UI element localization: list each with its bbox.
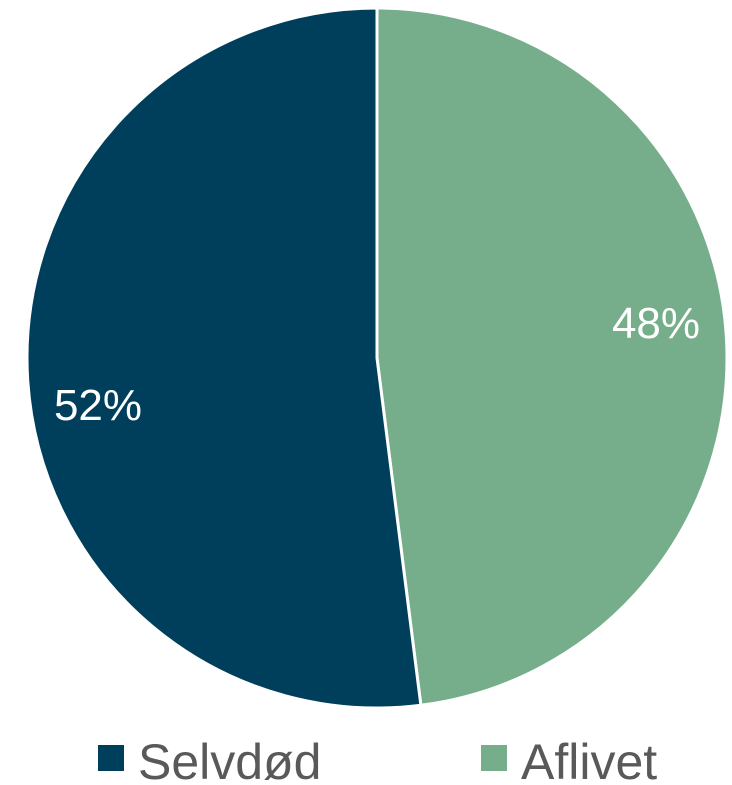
legend: Selvdød Aflivet xyxy=(98,734,657,785)
legend-item-aflivet: Aflivet xyxy=(481,734,657,785)
pie-slice-labels: 48% 52% xyxy=(54,299,700,430)
slice-label-selvdod: 52% xyxy=(54,381,142,430)
legend-swatch-aflivet xyxy=(481,745,507,771)
pie-slice-aflivet xyxy=(375,6,729,707)
legend-label-aflivet: Aflivet xyxy=(521,734,657,785)
legend-item-selvdod: Selvdød xyxy=(98,734,321,785)
pie-slices xyxy=(25,6,729,710)
legend-label-selvdod: Selvdød xyxy=(138,734,321,785)
legend-swatch-selvdod xyxy=(98,745,124,771)
slice-label-aflivet: 48% xyxy=(612,299,700,348)
pie-slice-selvdod xyxy=(25,6,423,710)
